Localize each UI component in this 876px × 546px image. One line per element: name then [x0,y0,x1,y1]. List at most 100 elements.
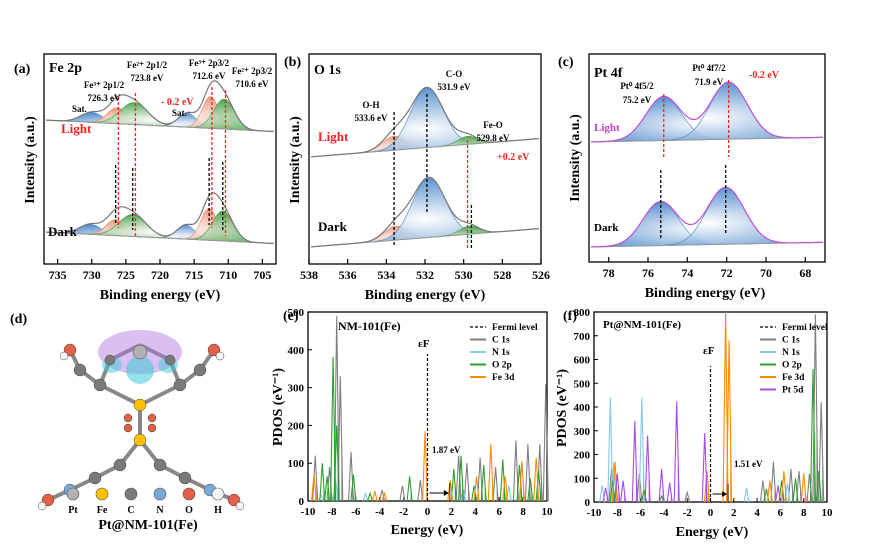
panel-b-peak1-value: 533.6 eV [355,113,388,123]
x-tick-label: 4 [473,506,479,518]
x-tick-label: 710 [219,268,237,282]
baseline-curve [590,136,824,143]
fit-peak-band [590,186,824,248]
x-tick-label: -2 [683,507,693,519]
panel-c-x-ticks: 78 76 74 72 70 68 [603,257,811,280]
y-tick-label: 600 [574,355,591,367]
light-envelope [590,81,824,143]
x-tick-label: -4 [659,507,669,519]
x-tick-label: -6 [351,506,361,518]
y-tick-label: 400 [288,345,305,357]
dark-envelope [45,192,275,245]
legend-atom-label: N [156,505,164,516]
light-envelope [45,80,275,133]
x-tick-label: 76 [642,266,654,280]
panel-a-peak4-value: 710.6 eV [236,79,269,89]
atom [133,398,147,412]
molecular-structure-image [37,330,245,511]
panel-c-peak2-label: Pt⁰ 4f7/2 [692,63,726,73]
atom [147,423,157,433]
x-tick-label: 74 [681,266,693,280]
baseline-curve [45,119,275,132]
band-gap-arrowhead [443,490,449,496]
panel-c-shift: -0.2 eV [749,70,780,81]
x-tick-label: 735 [49,268,67,282]
x-tick-label: 6 [778,507,784,519]
panel-f-axes: -10 -8 -6 -4 -2 0 2 4 6 8 100100200300400500600700… [574,307,834,519]
legend-label: Pt 5d [782,386,804,396]
panel-b-spectra [310,86,540,249]
x-tick-label: 720 [151,268,169,282]
panel-f-pdos [599,311,825,503]
atom [153,458,167,472]
element-legend: Pt Fe C N O H [66,487,225,516]
atom [73,363,87,377]
x-tick-label: 2 [449,506,455,518]
x-tick-label: 2 [731,507,737,519]
panel-e-pdos [310,315,549,502]
panel-b-peak1-label: O-H [363,100,380,110]
legend-atom-label: Pt [68,505,78,516]
panel-f-gap: 1.51 eV [734,459,763,469]
atom [123,413,133,423]
atom [88,471,102,485]
legend-atom-swatch [66,487,80,501]
x-tick-label: -10 [587,507,602,519]
y-tick-label: 700 [574,331,591,343]
y-tick-label: 800 [574,307,591,319]
y-tick-label: 200 [574,450,591,462]
panel-b-peak2-label: C-O [446,69,463,79]
y-tick-label: 300 [574,426,591,438]
panel-a-shift: - 0.2 eV [161,97,194,108]
atom [113,458,127,472]
fit-peak-band [310,177,540,248]
baseline-curve [45,231,275,244]
legend-atom-swatch [211,487,225,501]
panel-f: (f) Pt@NM-101(Fe) -10 -8 -6 -4 -2 0 2 4 6 8 100100… [555,307,833,540]
panel-a-peak2-value: 723.8 eV [131,73,164,83]
panel-a-xlabel: Binding energy (eV) [100,288,221,303]
x-tick-label: 10 [822,507,834,519]
legend-label: C 1s [492,336,510,346]
fit-peak-band [310,87,540,158]
panel-c-light-label: Light [594,122,620,134]
atom [193,363,207,377]
panel-e-legend: Fermi level C 1s N 1s O 2p Fe 3d [470,323,538,383]
legend-atom-label: Fe [97,505,108,516]
y-tick-label: 400 [574,402,591,414]
y-tick-label: 200 [288,420,305,432]
y-tick-label: 0 [585,497,591,509]
atom [132,344,148,360]
atom [147,413,157,423]
panel-a-peak2-label: Fe²⁺ 2p1/2 [127,60,168,70]
y-tick-label: 0 [299,496,305,508]
legend-atom-label: H [214,505,222,516]
panel-e-ef: εF [418,338,430,350]
panel-c-ylabel: Intensity (a.u.) [568,114,583,202]
panel-b-peak3-label: Fe-O [483,120,503,130]
bond [99,383,141,407]
panel-b-light-label: Light [318,129,349,144]
legend-label: N 1s [492,348,510,358]
atom [178,471,192,485]
x-tick-label: -2 [399,506,409,518]
legend-label: Fe 3d [492,373,515,383]
x-tick-label: 0 [708,507,714,519]
panel-a-peak1-value: 726.3 eV [88,93,121,103]
panel-a-sat1: Sat. [72,104,87,114]
atom [59,351,69,361]
panel-f-ylabel: PDOS (eV⁻¹) [555,369,570,447]
panel-c-frame [588,53,826,263]
panel-b-xlabel: Binding energy (eV) [365,288,486,303]
legend-label: C 1s [782,336,800,346]
y-tick-label: 500 [574,378,591,390]
legend-atom-label: C [127,505,134,516]
dark-envelope [310,176,540,248]
panel-d-caption: Pt@NM-101(Fe) [98,518,198,533]
legend-label: O 2p [492,361,512,371]
panel-a-letter: (a) [14,62,31,77]
panel-f-letter: (f) [563,309,577,324]
panel-c-spectra [590,80,824,248]
legend-atom-swatch [153,487,167,501]
y-tick-label: 100 [574,473,591,485]
